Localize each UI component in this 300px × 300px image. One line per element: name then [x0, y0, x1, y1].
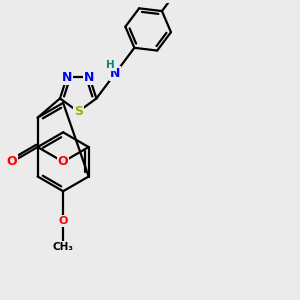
Text: O: O — [7, 155, 17, 168]
Text: CH₃: CH₃ — [52, 242, 74, 252]
Text: N: N — [62, 70, 72, 84]
Text: O: O — [58, 216, 68, 226]
Text: S: S — [74, 105, 83, 118]
Text: H: H — [106, 61, 115, 70]
Text: N: N — [110, 67, 120, 80]
Text: O: O — [58, 155, 68, 168]
Text: N: N — [84, 70, 94, 84]
